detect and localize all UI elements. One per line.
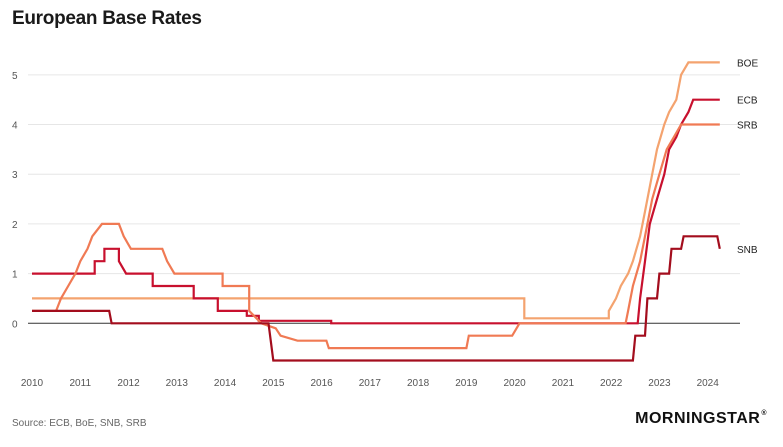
series-label-boe: BOE [737,58,758,69]
series-line-srb [32,123,720,350]
y-tick-label: 4 [12,121,18,132]
x-tick-label: 2016 [310,378,333,389]
x-tick-label: 2013 [166,378,189,389]
x-tick-label: 2015 [262,378,285,389]
y-tick-label: 3 [12,170,18,181]
x-tick-label: 2018 [407,378,430,389]
y-tick-label: 1 [12,270,18,281]
x-tick-label: 2010 [21,378,44,389]
series-lines [32,61,721,362]
logo-registered-mark: ® [761,410,767,417]
morningstar-logo: MORNINGSTAR ® [635,410,767,428]
x-tick-labels: 2010 2011 2012 2013 2014 2015 2016 2017 2018 2019… [21,378,719,389]
y-tick-label: 0 [12,319,18,330]
y-tick-labels: 5 4 3 2 1 0 [12,71,18,330]
x-tick-label: 2022 [600,378,623,389]
x-tick-label: 2021 [552,378,575,389]
grid-lines [28,74,740,275]
x-tick-label: 2014 [214,378,237,389]
y-tick-label: 5 [12,71,18,82]
logo-text: MORNINGSTAR [635,410,761,427]
series-label-srb: SRB [737,121,758,132]
series-label-snb: SNB [737,245,758,256]
x-tick-label: 2020 [504,378,527,389]
y-tick-label: 2 [12,220,18,231]
series-line-ecb [32,98,720,325]
x-tick-label: 2017 [359,378,382,389]
chart-title: European Base Rates [12,8,202,29]
x-tick-label: 2012 [117,378,140,389]
x-tick-label: 2011 [70,378,92,389]
source-note: Source: ECB, BoE, SNB, SRB [12,418,147,429]
series-line-snb [32,235,721,362]
x-tick-label: 2023 [648,378,671,389]
series-label-ecb: ECB [737,96,758,107]
x-tick-label: 2024 [697,378,720,389]
series-labels: BOE ECB SRB SNB [737,58,758,255]
x-tick-label: 2019 [455,378,478,389]
series-line-boe [32,61,720,320]
